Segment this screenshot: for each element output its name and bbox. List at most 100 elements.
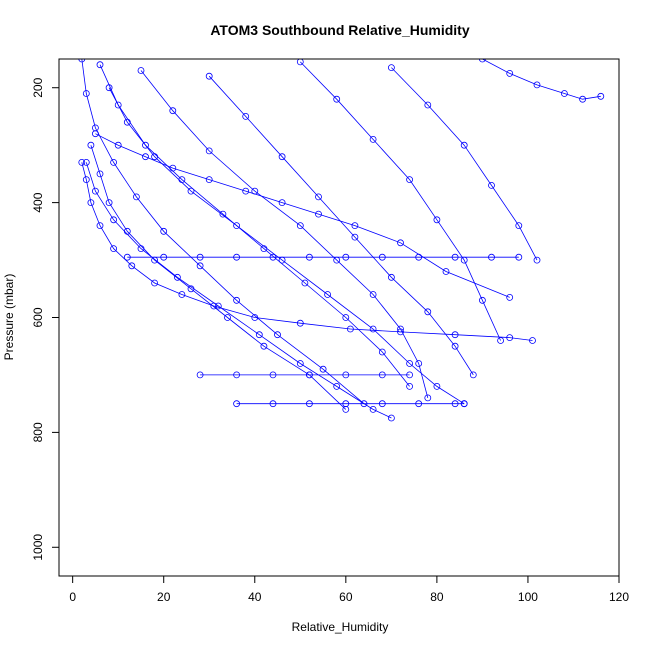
data-point bbox=[233, 253, 241, 261]
data-point bbox=[142, 141, 149, 149]
data-point bbox=[433, 382, 441, 390]
data-point bbox=[96, 61, 104, 69]
data-point bbox=[151, 279, 159, 287]
data-point bbox=[451, 331, 459, 339]
data-point bbox=[378, 371, 386, 379]
data-point bbox=[301, 279, 309, 287]
data-point bbox=[278, 199, 286, 207]
data-point bbox=[319, 365, 327, 373]
data-point bbox=[132, 193, 140, 201]
data-point bbox=[488, 181, 495, 189]
data-point bbox=[479, 59, 486, 63]
y-tick-label: 600 bbox=[31, 307, 45, 327]
data-point bbox=[488, 253, 495, 261]
data-point bbox=[78, 59, 86, 63]
data-point bbox=[278, 153, 286, 161]
x-tick-label: 40 bbox=[248, 590, 262, 604]
data-point bbox=[529, 337, 536, 344]
data-point bbox=[305, 253, 313, 261]
data-point bbox=[533, 256, 541, 264]
data-point bbox=[233, 371, 241, 379]
data-point bbox=[478, 296, 486, 304]
profile-line bbox=[81, 59, 365, 405]
profile-line bbox=[90, 145, 347, 410]
data-point bbox=[378, 253, 386, 261]
data-point bbox=[214, 302, 222, 310]
data-point bbox=[105, 84, 113, 92]
data-point bbox=[296, 360, 304, 367]
data-point bbox=[342, 253, 350, 261]
data-point bbox=[333, 95, 341, 103]
data-point bbox=[324, 291, 332, 298]
data-point bbox=[305, 400, 313, 408]
profile-line bbox=[300, 61, 501, 341]
y-tick-label: 400 bbox=[31, 192, 45, 212]
data-point bbox=[224, 314, 231, 321]
x-axis-label: Relative_Humidity bbox=[292, 620, 389, 634]
data-point bbox=[205, 72, 213, 80]
data-point bbox=[269, 253, 277, 261]
profile-line bbox=[140, 70, 429, 399]
data-point bbox=[82, 90, 90, 97]
profile-line bbox=[391, 67, 538, 261]
data-point bbox=[378, 400, 386, 408]
data-point bbox=[369, 405, 377, 413]
data-point bbox=[597, 92, 605, 100]
data-point bbox=[142, 153, 149, 161]
data-point bbox=[269, 371, 277, 379]
y-axis-label: Pressure (mbar) bbox=[2, 274, 16, 361]
y-tick-label: 1000 bbox=[31, 534, 45, 561]
x-tick-label: 100 bbox=[518, 590, 538, 604]
data-point bbox=[114, 141, 122, 149]
data-point bbox=[397, 239, 404, 247]
y-tick-label: 200 bbox=[31, 77, 45, 97]
data-point bbox=[506, 293, 514, 301]
data-point bbox=[415, 400, 423, 408]
data-point bbox=[251, 314, 259, 321]
data-point bbox=[110, 245, 117, 253]
data-point bbox=[406, 371, 414, 379]
data-point bbox=[128, 262, 136, 270]
data-point bbox=[187, 187, 195, 195]
x-tick-label: 120 bbox=[609, 590, 629, 604]
data-point bbox=[415, 360, 423, 367]
data-point bbox=[169, 164, 177, 172]
data-point bbox=[137, 245, 145, 253]
data-point bbox=[533, 81, 541, 89]
data-point bbox=[342, 400, 350, 408]
data-point bbox=[233, 400, 241, 408]
data-point bbox=[315, 193, 322, 201]
data-point bbox=[346, 325, 354, 333]
data-point bbox=[424, 101, 432, 109]
data-point bbox=[123, 253, 131, 261]
data-point bbox=[451, 342, 459, 350]
data-point bbox=[387, 273, 395, 281]
data-point bbox=[333, 382, 341, 390]
data-point bbox=[196, 371, 204, 379]
x-axis: 0 20 40 60 80 100 120 bbox=[69, 575, 629, 604]
data-point bbox=[579, 95, 586, 103]
data-point bbox=[233, 296, 241, 304]
data-point bbox=[78, 158, 86, 166]
data-point bbox=[315, 210, 322, 218]
data-point bbox=[178, 291, 186, 298]
data-point bbox=[274, 331, 281, 339]
data-point bbox=[260, 342, 268, 350]
data-point bbox=[210, 302, 218, 310]
x-tick-label: 0 bbox=[69, 590, 76, 604]
data-point bbox=[87, 141, 95, 149]
data-point bbox=[242, 113, 250, 120]
data-point bbox=[506, 334, 514, 342]
data-point bbox=[105, 199, 113, 207]
data-point bbox=[205, 147, 213, 155]
data-point bbox=[351, 222, 359, 230]
profile-line bbox=[108, 87, 465, 405]
data-point bbox=[296, 222, 304, 230]
data-point bbox=[442, 268, 450, 275]
data-point bbox=[151, 153, 159, 161]
data-point bbox=[82, 158, 90, 166]
data-point bbox=[506, 70, 514, 77]
data-point bbox=[515, 222, 523, 230]
data-point bbox=[460, 141, 468, 149]
